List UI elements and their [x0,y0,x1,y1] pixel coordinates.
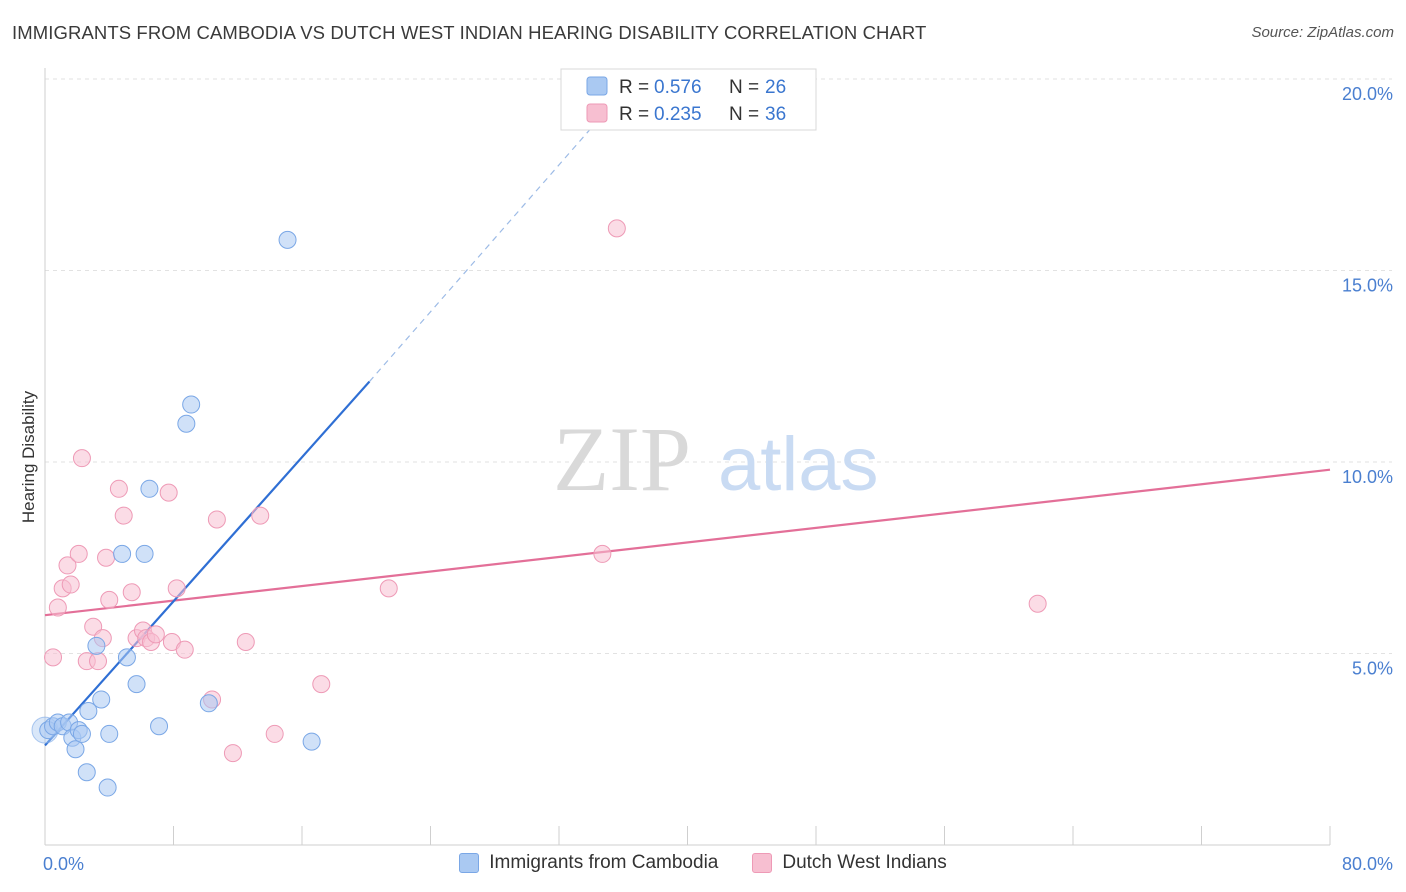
legend-n-value: 36 [765,104,786,125]
data-point-dutch-west-indians [69,544,88,563]
data-point-dutch-west-indians [109,479,128,498]
data-point-dutch-west-indians [1028,594,1047,613]
data-point-cambodia [278,230,297,249]
y-axis-label: Hearing Disability [19,390,38,523]
axes [44,68,1331,846]
legend-label: Dutch West Indians [782,852,947,873]
data-point-cambodia [77,763,96,782]
data-point-dutch-west-indians [48,598,67,617]
data-point-cambodia [79,701,98,720]
data-point-dutch-west-indians [44,648,63,667]
legend-n-label: N = [729,104,759,125]
data-point-cambodia [117,648,136,667]
data-point-cambodia [199,694,218,713]
legend-swatch-pink [752,853,773,873]
legend-n-value: 26 [765,77,786,98]
chart-title: IMMIGRANTS FROM CAMBODIA VS DUTCH WEST I… [12,22,927,43]
data-point-dutch-west-indians [251,506,270,525]
watermark-zip: ZIP [553,408,691,510]
data-point-dutch-west-indians [97,548,116,567]
data-point-dutch-west-indians [265,724,284,743]
data-point-dutch-west-indians [207,510,226,529]
source-credit: Source: ZipAtlas.com [1251,24,1394,41]
data-point-dutch-west-indians [175,640,194,659]
data-point-dutch-west-indians [593,544,612,563]
data-point-dutch-west-indians [167,579,186,598]
legend-label: Immigrants from Cambodia [489,852,719,873]
data-point-cambodia [127,675,146,694]
legend-item-cambodia: Immigrants from Cambodia [459,852,718,874]
y-tick-label: 15.0% [1342,276,1393,296]
data-point-cambodia [177,414,196,433]
data-point-dutch-west-indians [122,583,141,602]
trend-line-dutch-west-indians [44,468,1331,617]
x-tick-label: 80.0% [1342,854,1393,874]
legend-r-label: R = [619,104,649,125]
trend-line-cambodia [44,380,371,747]
legend-bottom: Immigrants from Cambodia Dutch West Indi… [0,852,1406,874]
data-point-dutch-west-indians [607,219,626,238]
data-point-dutch-west-indians [89,652,108,671]
data-point-cambodia [113,544,132,563]
data-point-dutch-west-indians [114,506,133,525]
data-point-cambodia [87,636,106,655]
data-point-dutch-west-indians [84,617,103,636]
data-points [31,219,1047,797]
legend-swatch-blue [459,853,480,873]
legend-swatch-pink [586,103,608,123]
data-point-cambodia [140,479,159,498]
legend-r-value: 0.576 [654,77,702,98]
watermark-atlas: atlas [718,422,879,507]
trend-lines [44,113,1331,747]
data-point-dutch-west-indians [146,625,165,644]
y-tick-label: 10.0% [1342,467,1393,487]
data-point-dutch-west-indians [100,590,119,609]
data-point-dutch-west-indians [61,575,80,594]
legend-swatch-blue [586,76,608,96]
y-tick-label: 5.0% [1352,659,1393,679]
legend-r-value: 0.235 [654,104,702,125]
data-point-dutch-west-indians [58,556,77,575]
data-point-cambodia [72,724,91,743]
trend-line-cambodia-extension [369,113,605,382]
gridlines [45,78,1392,654]
data-point-cambodia [98,778,117,797]
data-point-dutch-west-indians [236,633,255,652]
data-point-cambodia [100,724,119,743]
data-point-dutch-west-indians [379,579,398,598]
data-point-cambodia [66,740,85,759]
data-point-cambodia [92,690,111,709]
data-point-cambodia [182,395,201,414]
x-tick-label: 0.0% [43,854,84,874]
data-point-dutch-west-indians [223,744,242,763]
legend-item-dutch-west-indians: Dutch West Indians [752,852,947,874]
y-tick-label: 20.0% [1342,84,1393,104]
data-point-dutch-west-indians [72,449,91,468]
legend-r-label: R = [619,77,649,98]
tick-labels: 5.0% 10.0% 15.0% 20.0% 0.0% 80.0% [43,84,1393,874]
legend-top: R = 0.576 N = 26 R = 0.235 N = 36 [560,68,817,131]
data-point-cambodia [135,544,154,563]
data-point-cambodia [302,732,321,751]
data-point-dutch-west-indians [159,483,178,502]
data-point-cambodia [150,717,169,736]
legend-n-label: N = [729,77,759,98]
data-point-dutch-west-indians [312,675,331,694]
